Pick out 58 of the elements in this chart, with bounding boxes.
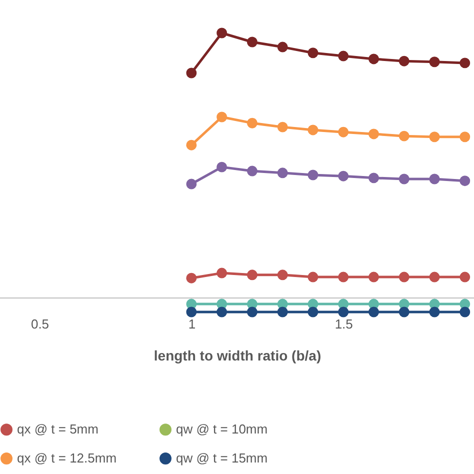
point: [216, 306, 228, 318]
point: [308, 48, 318, 58]
point: [216, 268, 228, 278]
x-tick-label: 1: [188, 316, 196, 332]
point: [186, 140, 197, 150]
point: [308, 272, 318, 282]
point: [368, 172, 379, 184]
point: [216, 112, 228, 122]
point: [277, 168, 288, 178]
point: [308, 306, 318, 318]
point: [398, 174, 410, 184]
point: [460, 58, 470, 68]
point: [246, 118, 258, 128]
legend-label: qw @ t = 15mm: [176, 450, 268, 466]
legend-label: qx @ t = 12.5mm: [17, 450, 117, 466]
point: [460, 272, 470, 282]
point: [338, 272, 349, 282]
point: [429, 56, 440, 68]
point: [277, 42, 288, 52]
point: [186, 178, 197, 190]
point: [186, 272, 197, 284]
point: [216, 28, 228, 38]
point: [429, 174, 440, 184]
point: [368, 306, 379, 318]
point: [338, 50, 349, 62]
point: [246, 306, 258, 318]
point: [186, 306, 197, 318]
point: [277, 122, 288, 132]
point: [460, 176, 470, 186]
x-axis-title: length to width ratio (b/a): [154, 348, 322, 364]
point: [429, 132, 440, 142]
point: [429, 306, 440, 318]
point: [398, 56, 410, 66]
point: [216, 162, 228, 172]
point: [246, 270, 258, 280]
point: [186, 68, 197, 78]
point: [368, 54, 379, 64]
point: [338, 126, 349, 138]
point: [338, 170, 349, 182]
point: [308, 170, 318, 180]
point: [398, 272, 410, 282]
point: [429, 272, 440, 282]
point: [398, 306, 410, 318]
point: [368, 128, 379, 140]
x-tick-label: 1.5: [334, 316, 353, 332]
point: [398, 130, 410, 142]
point: [460, 132, 470, 142]
point: [277, 306, 288, 318]
point: [246, 36, 258, 48]
point: [308, 124, 318, 136]
point: [338, 306, 349, 318]
legend-label: qx @ t = 5mm: [17, 422, 98, 437]
point: [460, 306, 470, 318]
point: [277, 270, 288, 280]
point: [246, 166, 258, 176]
legend-label: qw @ t = 10mm: [176, 422, 268, 437]
point: [368, 272, 379, 282]
x-tick-label: 0.5: [30, 316, 50, 332]
